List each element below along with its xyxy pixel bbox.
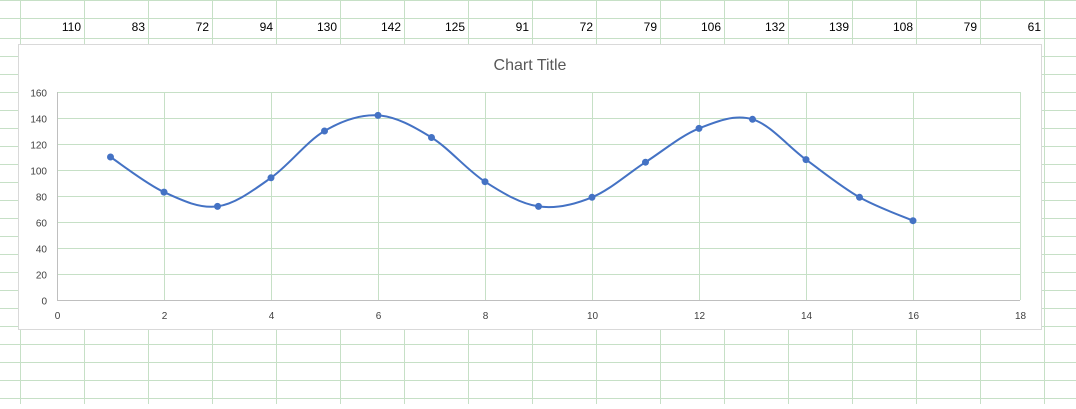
data-point[interactable] — [588, 193, 596, 201]
data-point[interactable] — [481, 178, 489, 186]
header-cell-value[interactable]: 79 — [964, 20, 978, 34]
data-point[interactable] — [695, 124, 703, 132]
data-point[interactable] — [535, 202, 542, 210]
header-cell-value[interactable]: 125 — [445, 20, 465, 34]
data-point[interactable] — [160, 188, 168, 196]
y-tick-label: 20 — [36, 271, 48, 282]
y-tick-label: 140 — [30, 115, 47, 126]
x-tick-label: 18 — [1015, 311, 1027, 322]
header-cell-value[interactable]: 132 — [765, 20, 785, 34]
header-cell-value[interactable]: 72 — [580, 20, 594, 34]
data-point[interactable] — [909, 217, 917, 225]
header-cell-value[interactable]: 110 — [62, 20, 81, 34]
series-line[interactable] — [109, 114, 914, 222]
data-point[interactable] — [374, 111, 382, 119]
data-point[interactable] — [428, 134, 435, 141]
y-tick-label: 40 — [36, 245, 48, 256]
data-point[interactable] — [802, 156, 810, 164]
chart-plot: 0 20 40 60 80 100 120 140 160 0 2 4 6 8 10 12 14 16 18 — [30, 89, 1027, 323]
chart-title[interactable]: Chart Title — [493, 57, 567, 74]
header-cell-value[interactable]: 139 — [829, 20, 849, 34]
y-tick-label: 120 — [30, 141, 47, 152]
y-tick-label: 80 — [36, 193, 48, 204]
y-tick-label: 0 — [41, 297, 47, 308]
header-cell-value[interactable]: 91 — [516, 20, 530, 34]
x-tick-label: 2 — [162, 311, 168, 322]
x-tick-label: 10 — [587, 311, 599, 322]
x-tick-label: 0 — [55, 311, 61, 322]
y-tick-label: 100 — [30, 167, 47, 178]
header-cell-value[interactable]: 130 — [317, 20, 337, 34]
data-point[interactable] — [642, 158, 649, 166]
x-tick-label: 6 — [376, 311, 382, 322]
data-point[interactable] — [321, 127, 328, 135]
header-cell-value[interactable]: 108 — [893, 20, 913, 34]
chart-container[interactable]: Chart Title 0 20 40 60 80 100 120 140 160 0 2 4 6 8 10… — [18, 44, 1042, 330]
x-tick-label: 4 — [269, 311, 275, 322]
data-point[interactable] — [267, 174, 275, 182]
x-tick-label: 8 — [483, 311, 489, 322]
x-tick-label: 16 — [908, 311, 920, 322]
header-cell-value[interactable]: 142 — [381, 20, 401, 34]
x-tick-label: 12 — [694, 311, 706, 322]
data-point[interactable] — [107, 153, 114, 161]
y-tick-label: 160 — [30, 89, 47, 100]
header-cell-value[interactable]: 94 — [260, 20, 274, 34]
header-cell-value[interactable]: 83 — [132, 20, 146, 34]
y-tick-label: 60 — [36, 219, 48, 230]
header-cell-value[interactable]: 79 — [644, 20, 658, 34]
header-cell-value[interactable]: 106 — [701, 20, 721, 34]
data-point[interactable] — [856, 193, 863, 201]
data-point[interactable] — [214, 202, 221, 210]
header-cell-value[interactable]: 72 — [196, 20, 210, 34]
x-tick-label: 14 — [801, 311, 813, 322]
data-point[interactable] — [749, 115, 756, 123]
header-cell-value[interactable]: 61 — [1028, 20, 1042, 34]
